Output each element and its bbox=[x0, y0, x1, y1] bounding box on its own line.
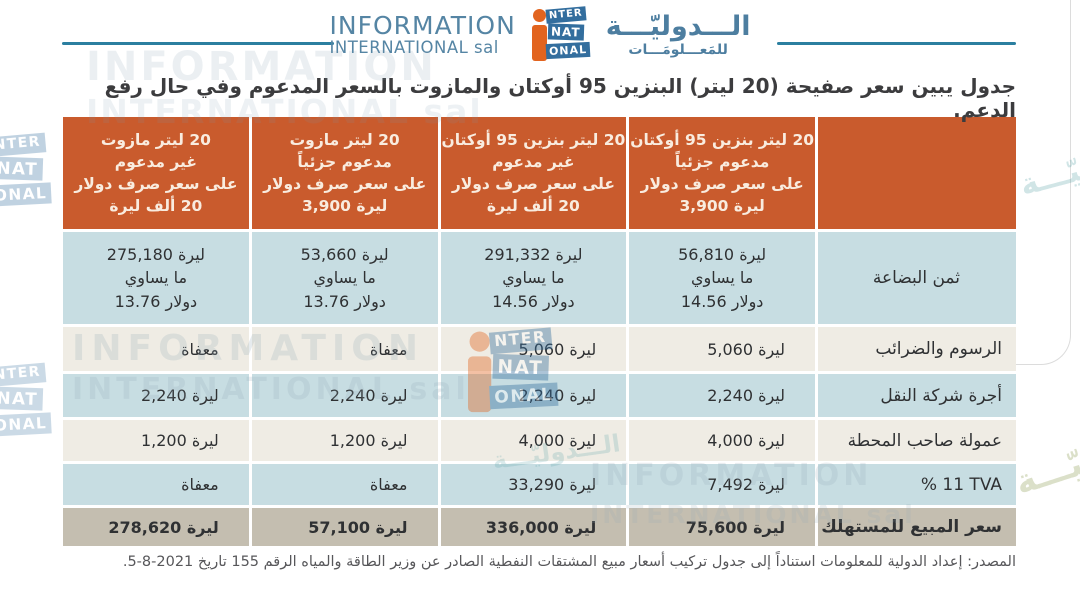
row-label-tva: % 11 TVA bbox=[818, 464, 1016, 505]
brand-wordmark: INFORMATION INTERNATIONAL sal bbox=[329, 11, 516, 58]
header-rule-right bbox=[777, 42, 1016, 45]
brand-header: INFORMATION INTERNATIONAL sal NTER NAT O… bbox=[0, 6, 1080, 62]
value-cell: 2,240 ليرة bbox=[63, 374, 249, 417]
row-label-fees-taxes: الرسوم والضرائب bbox=[818, 327, 1016, 371]
source-note: المصدر: إعداد الدولية للمعلومات استناداً… bbox=[122, 554, 1016, 570]
brand-arabic-calligraphy: الـــدوليّـــة للمَعـــلومَـــات bbox=[605, 11, 751, 59]
watermark-calligraphy: الـــدوليّـــة bbox=[1010, 408, 1080, 504]
value-cell: 75,600 ليرة bbox=[629, 508, 815, 546]
value-cell: 7,492 ليرة bbox=[629, 464, 815, 505]
watermark-logo-icon: NTER NAT ONAL bbox=[0, 132, 52, 211]
value-cell: 1,200 ليرة bbox=[63, 420, 249, 461]
logo-tile: ONAL bbox=[545, 41, 591, 60]
row-label-consumer-price: سعر المبيع للمستهلك bbox=[818, 508, 1016, 546]
value-cell: 2,240 ليرة bbox=[629, 374, 815, 417]
col-header-mazout-unsub: 20 ليتر مازوت غير مدعوم على سعر صرف دولا… bbox=[63, 117, 249, 229]
value-cell: 1,200 ليرة bbox=[251, 420, 438, 461]
value-cell: 278,620 ليرة bbox=[63, 508, 249, 546]
value-cell: 5,060 ليرة bbox=[440, 327, 627, 371]
value-cell: معفاة bbox=[63, 327, 249, 371]
row-label-goods-price: ثمن البضاعة bbox=[818, 232, 1016, 324]
value-cell: 2,240 ليرة bbox=[440, 374, 627, 417]
value-cell: 336,000 ليرة bbox=[440, 508, 627, 546]
page-title: جدول يبين سعر صفيحة (20 ليتر) البنزين 95… bbox=[104, 74, 1016, 122]
value-cell: معفاة bbox=[63, 464, 249, 505]
logo-stem bbox=[531, 25, 547, 61]
logo-tile: NTER bbox=[545, 6, 587, 24]
row-label-transport-fee: أجرة شركة النقل bbox=[818, 374, 1016, 417]
value-cell: 2,240 ليرة bbox=[251, 374, 438, 417]
watermark-logo-icon: NTER NAT ONAL bbox=[0, 362, 52, 441]
value-cell: 275,180 ليرة ما يساوي 13.76 دولار bbox=[63, 232, 249, 324]
col-header-benzine-partial: 20 ليتر بنزين 95 أوكتان مدعوم جزئياً على… bbox=[629, 117, 815, 229]
header-rule-left bbox=[62, 42, 334, 45]
col-header-mazout-partial: 20 ليتر مازوت مدعوم جزئياً على سعر صرف د… bbox=[251, 117, 438, 229]
price-table: 20 ليتر بنزين 95 أوكتان مدعوم جزئياً على… bbox=[63, 117, 1016, 546]
logo-dot bbox=[532, 9, 546, 22]
value-cell: 4,000 ليرة bbox=[629, 420, 815, 461]
brand-name-line2: INTERNATIONAL sal bbox=[329, 38, 499, 58]
brand-name-line1: INFORMATION bbox=[329, 11, 516, 41]
value-cell: 33,290 ليرة bbox=[440, 464, 627, 505]
logo-tile: NAT bbox=[547, 23, 584, 41]
value-cell: معفاة bbox=[251, 327, 438, 371]
value-cell: 53,660 ليرة ما يساوي 13.76 دولار bbox=[251, 232, 438, 324]
value-cell: 57,100 ليرة bbox=[251, 508, 438, 546]
value-cell: 5,060 ليرة bbox=[629, 327, 815, 371]
card-corner-line bbox=[1014, 0, 1071, 365]
value-cell: 4,000 ليرة bbox=[440, 420, 627, 461]
value-cell: 291,332 ليرة ما يساوي 14.56 دولار bbox=[440, 232, 627, 324]
value-cell: 56,810 ليرة ما يساوي 14.56 دولار bbox=[629, 232, 815, 324]
value-cell: معفاة bbox=[251, 464, 438, 505]
corner-header-cell bbox=[818, 117, 1016, 229]
row-label-station-commission: عمولة صاحب المحطة bbox=[818, 420, 1016, 461]
brand-logo-icon: NTER NAT ONAL bbox=[531, 6, 591, 62]
col-header-benzine-unsub: 20 ليتر بنزين 95 أوكتان غير مدعوم على سع… bbox=[440, 117, 627, 229]
